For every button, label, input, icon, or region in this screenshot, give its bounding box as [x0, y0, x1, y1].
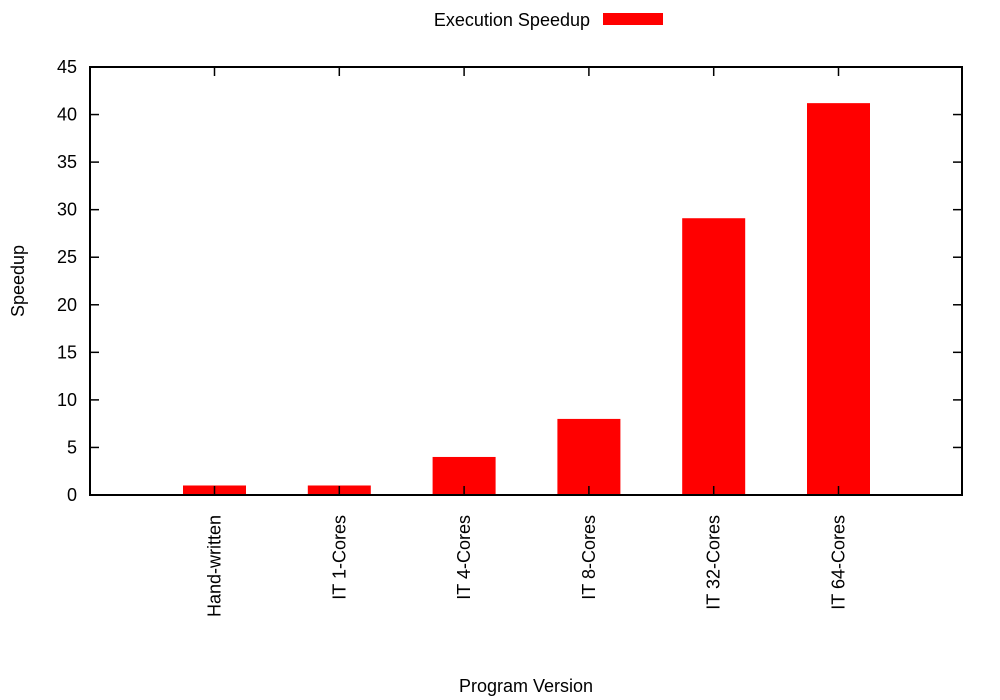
bar — [807, 103, 870, 496]
x-tick-label: Hand-written — [205, 515, 225, 617]
bars-group — [183, 103, 870, 496]
y-tick-label: 15 — [57, 342, 77, 362]
legend-label: Execution Speedup — [434, 10, 590, 30]
x-axis-title: Program Version — [459, 676, 593, 696]
y-tick-label: 10 — [57, 390, 77, 410]
x-tick-label: IT 32-Cores — [704, 515, 724, 610]
y-tick-label: 20 — [57, 295, 77, 315]
x-tick-label: IT 64-Cores — [829, 515, 849, 610]
legend-swatch — [603, 13, 663, 25]
y-tick-label: 25 — [57, 247, 77, 267]
plot-frame — [89, 66, 963, 496]
x-tick-label: IT 4-Cores — [454, 515, 474, 600]
y-tick-label: 35 — [57, 152, 77, 172]
bar — [557, 418, 621, 495]
y-tick-label: 30 — [57, 200, 77, 220]
y-tick-label: 45 — [57, 57, 77, 77]
y-axis-ticks: 0 5 10 15 20 25 30 35 40 45 — [57, 57, 962, 505]
y-tick-label: 40 — [57, 105, 77, 125]
y-tick-label: 0 — [67, 485, 77, 505]
x-tick-label: IT 8-Cores — [579, 515, 599, 600]
bar — [682, 218, 746, 495]
y-tick-label: 5 — [67, 437, 77, 457]
legend: Execution Speedup — [434, 10, 663, 30]
x-axis-ticks: Hand-written IT 1-Cores IT 4-Cores IT 8-Cor… — [205, 67, 849, 617]
x-tick-label: IT 1-Cores — [329, 515, 349, 600]
y-axis-title: Speedup — [8, 245, 28, 317]
